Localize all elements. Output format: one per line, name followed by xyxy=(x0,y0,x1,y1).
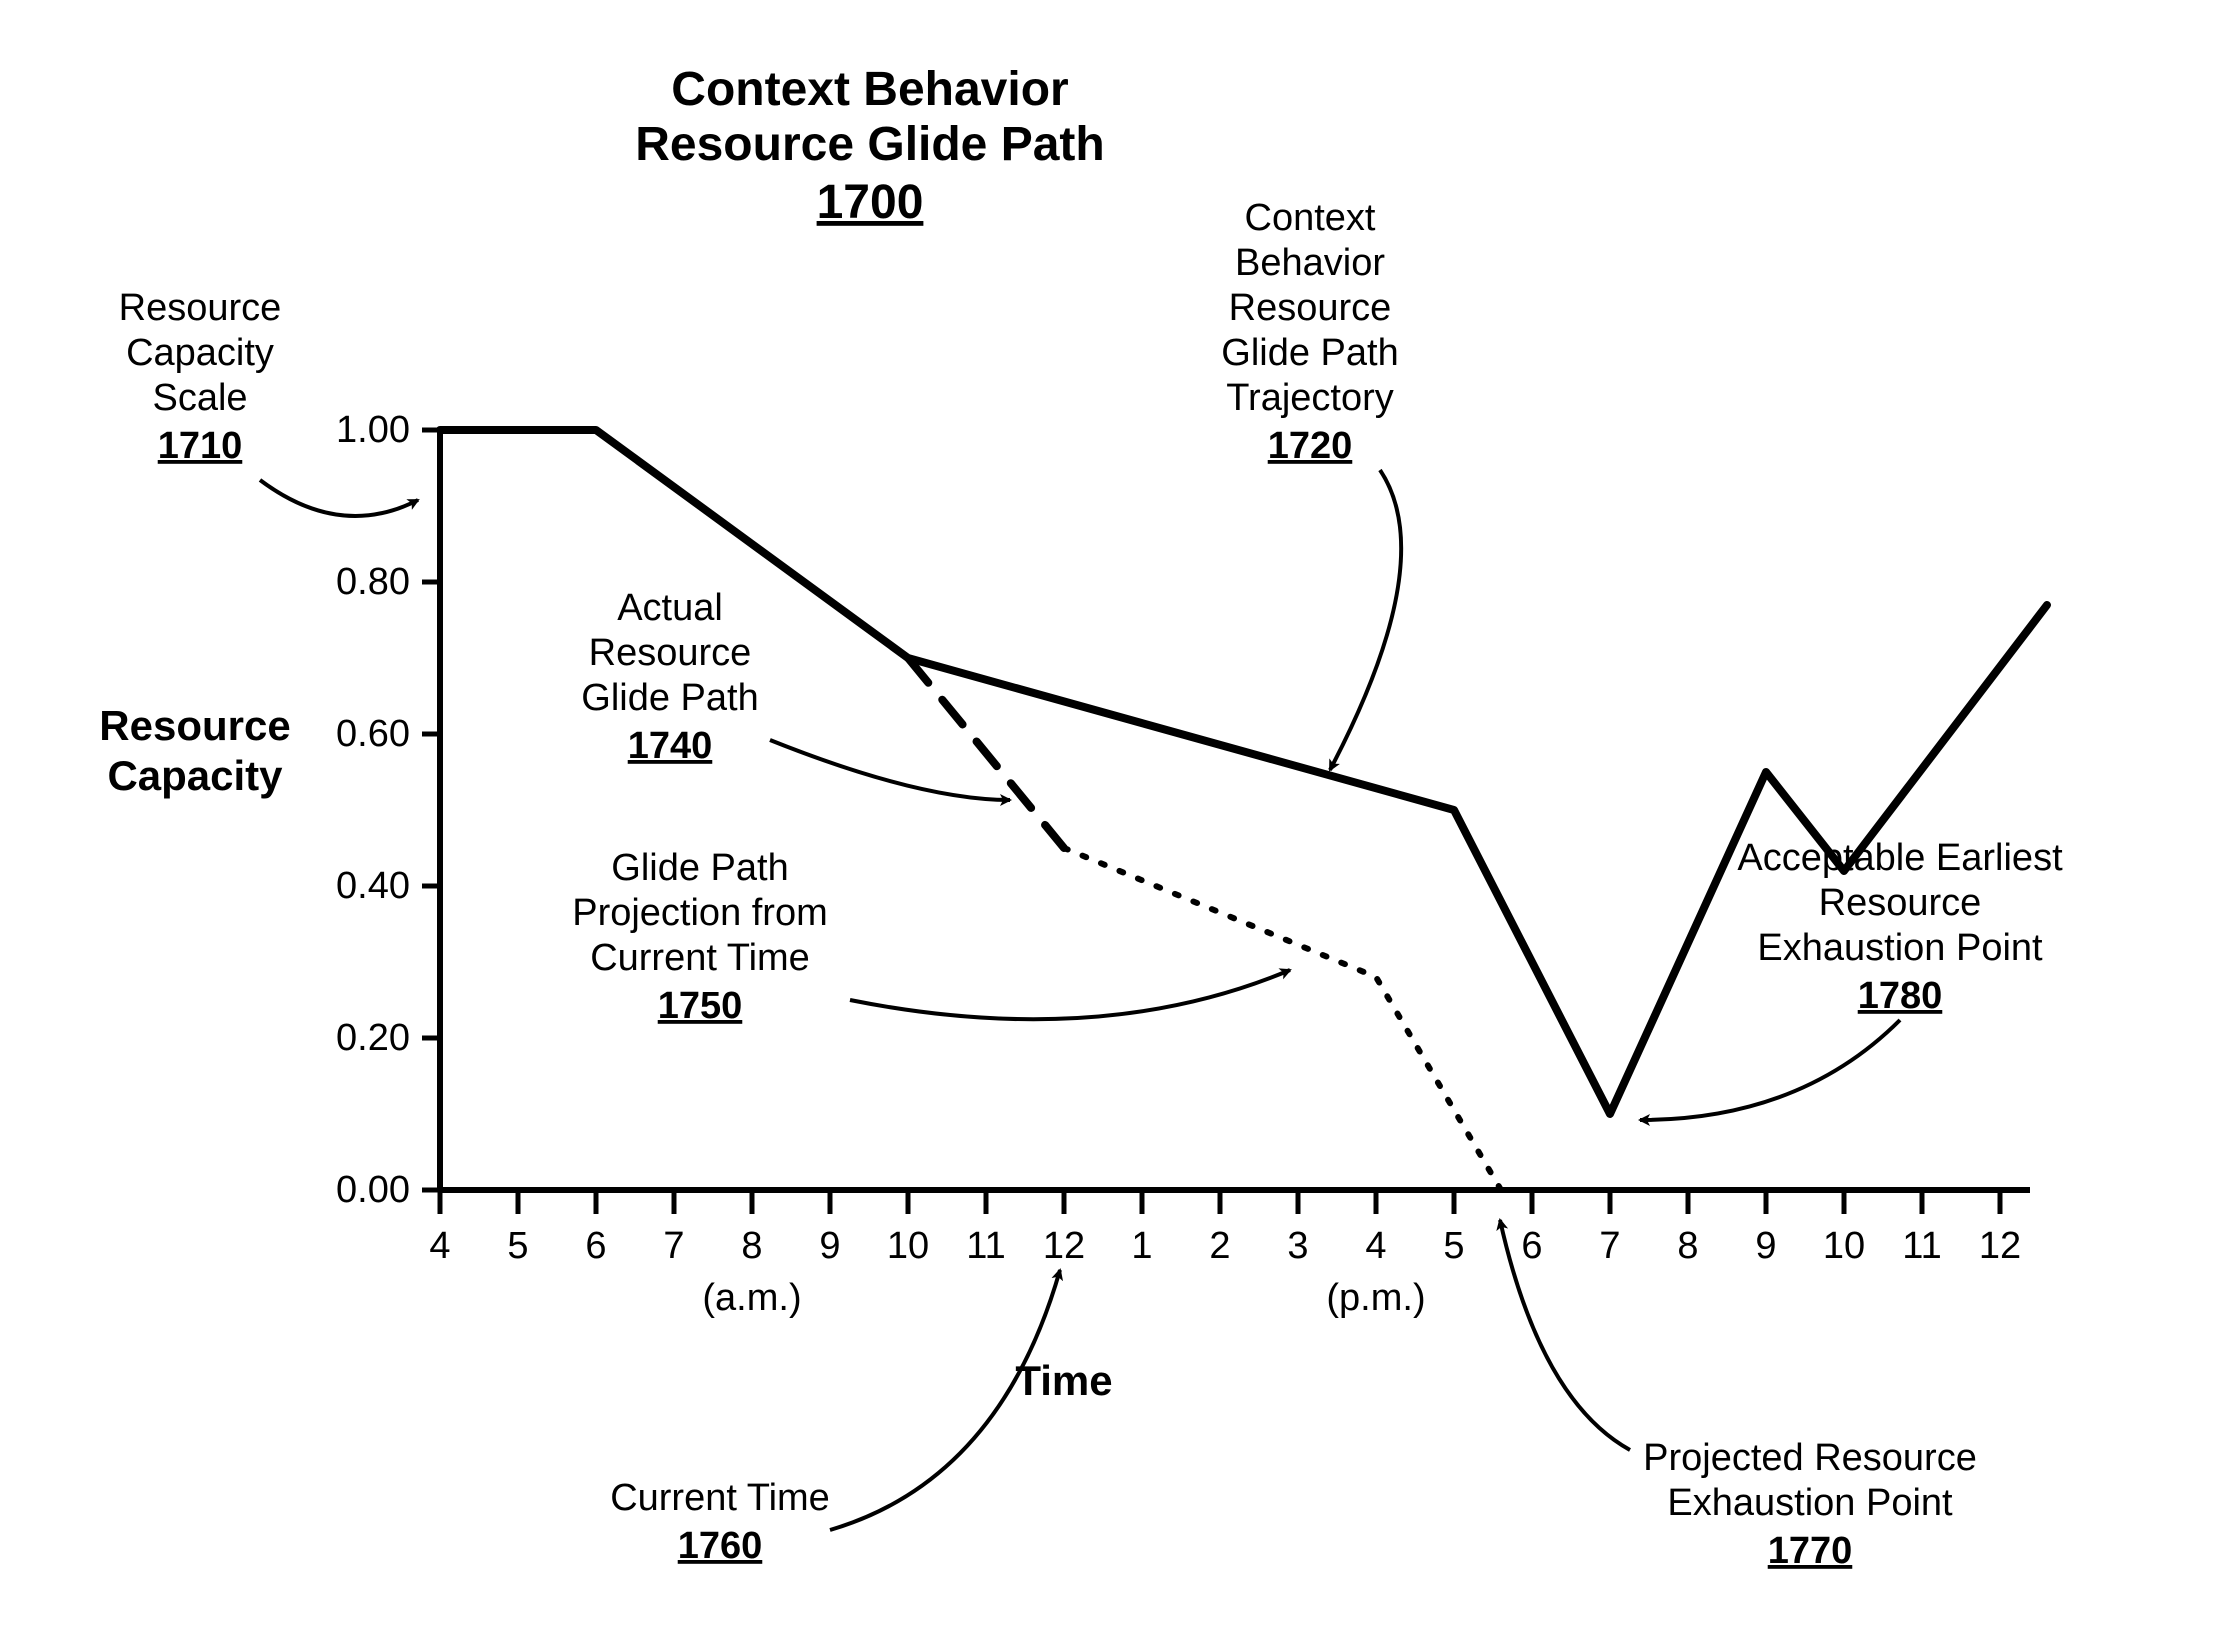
svg-text:Exhaustion Point: Exhaustion Point xyxy=(1667,1482,1953,1524)
svg-text:Glide Path: Glide Path xyxy=(581,677,758,719)
svg-text:1710: 1710 xyxy=(158,425,243,467)
svg-text:Current Time: Current Time xyxy=(610,1477,830,1519)
svg-text:1720: 1720 xyxy=(1268,425,1353,467)
annot-projected-exhaustion: Projected Resource Exhaustion Point 1770 xyxy=(1643,1437,1977,1572)
figure: Context Behavior Resource Glide Path 170… xyxy=(0,0,2228,1651)
y-ticks: 0.00 0.20 0.40 0.60 0.80 1.00 xyxy=(336,409,440,1211)
title-line-1: Context Behavior xyxy=(671,63,1068,116)
svg-text:Resource: Resource xyxy=(99,702,290,749)
xtick-8: 12 xyxy=(1043,1225,1085,1267)
annot-trajectory-arrow xyxy=(1330,470,1401,770)
svg-text:Resource: Resource xyxy=(1819,882,1982,924)
ytick-5: 1.00 xyxy=(336,409,410,451)
x-axis-label: Time xyxy=(1015,1357,1112,1404)
svg-text:Resource: Resource xyxy=(1229,287,1392,329)
ytick-2: 0.40 xyxy=(336,865,410,907)
y-axis-label: Resource Capacity xyxy=(99,702,290,799)
svg-text:Capacity: Capacity xyxy=(126,332,274,374)
svg-text:Current Time: Current Time xyxy=(590,937,810,979)
svg-text:Capacity: Capacity xyxy=(107,752,283,799)
xtick-3: 7 xyxy=(663,1225,684,1267)
xtick-1: 5 xyxy=(507,1225,528,1267)
xtick-15: 7 xyxy=(1599,1225,1620,1267)
xtick-20: 12 xyxy=(1979,1225,2021,1267)
svg-text:Glide Path: Glide Path xyxy=(1221,332,1398,374)
svg-text:Resource: Resource xyxy=(589,632,752,674)
xtick-17: 9 xyxy=(1755,1225,1776,1267)
ytick-0: 0.00 xyxy=(336,1169,410,1211)
svg-text:1750: 1750 xyxy=(658,985,743,1027)
svg-text:Context: Context xyxy=(1245,197,1376,239)
svg-text:Acceptable Earliest: Acceptable Earliest xyxy=(1737,837,2063,879)
svg-text:Projection from: Projection from xyxy=(572,892,828,934)
xtick-10: 2 xyxy=(1209,1225,1230,1267)
pm-label: (p.m.) xyxy=(1326,1277,1425,1319)
annot-actual: Actual Resource Glide Path 1740 xyxy=(581,587,758,767)
title-line-2: Resource Glide Path xyxy=(635,118,1104,171)
xtick-11: 3 xyxy=(1287,1225,1308,1267)
xtick-19: 11 xyxy=(1902,1225,1941,1267)
title-ref: 1700 xyxy=(817,176,924,229)
xtick-5: 9 xyxy=(819,1225,840,1267)
chart-title: Context Behavior Resource Glide Path 170… xyxy=(635,63,1104,229)
svg-text:Behavior: Behavior xyxy=(1235,242,1385,284)
annot-trajectory: Context Behavior Resource Glide Path Tra… xyxy=(1221,197,1398,467)
svg-text:1770: 1770 xyxy=(1768,1530,1853,1572)
annot-scale: Resource Capacity Scale 1710 xyxy=(119,287,282,467)
x-ticks: 4 5 6 7 8 9 10 11 12 1 2 3 4 5 6 7 8 9 1… xyxy=(429,1190,2021,1267)
svg-text:Scale: Scale xyxy=(152,377,247,419)
annot-scale-arrow xyxy=(260,480,418,516)
xtick-9: 1 xyxy=(1131,1225,1152,1267)
xtick-13: 5 xyxy=(1443,1225,1464,1267)
ytick-3: 0.60 xyxy=(336,713,410,755)
ytick-4: 0.80 xyxy=(336,561,410,603)
xtick-12: 4 xyxy=(1365,1225,1386,1267)
xtick-0: 4 xyxy=(429,1225,450,1267)
projection-line xyxy=(1064,848,1501,1190)
xtick-2: 6 xyxy=(585,1225,606,1267)
annot-projection-arrow xyxy=(850,970,1290,1019)
xtick-16: 8 xyxy=(1677,1225,1698,1267)
svg-text:1740: 1740 xyxy=(628,725,713,767)
svg-text:1780: 1780 xyxy=(1858,975,1943,1017)
annot-current-time: Current Time 1760 xyxy=(610,1477,830,1567)
xtick-18: 10 xyxy=(1823,1225,1865,1267)
svg-text:Trajectory: Trajectory xyxy=(1226,377,1394,419)
xtick-14: 6 xyxy=(1521,1225,1542,1267)
svg-text:1760: 1760 xyxy=(678,1525,763,1567)
xtick-4: 8 xyxy=(741,1225,762,1267)
svg-text:Resource: Resource xyxy=(119,287,282,329)
svg-text:Actual: Actual xyxy=(617,587,723,629)
actual-line xyxy=(908,658,1064,848)
svg-text:Glide Path: Glide Path xyxy=(611,847,788,889)
annot-acceptable-exhaustion: Acceptable Earliest Resource Exhaustion … xyxy=(1737,837,2063,1017)
annot-actual-arrow xyxy=(770,740,1010,800)
svg-text:Exhaustion Point: Exhaustion Point xyxy=(1757,927,2043,969)
svg-text:Projected Resource: Projected Resource xyxy=(1643,1437,1977,1479)
xtick-7: 11 xyxy=(966,1225,1005,1267)
am-label: (a.m.) xyxy=(702,1277,801,1319)
ytick-1: 0.20 xyxy=(336,1017,410,1059)
annot-projection: Glide Path Projection from Current Time … xyxy=(572,847,828,1027)
annot-acceptable-exhaustion-arrow xyxy=(1640,1020,1900,1120)
xtick-6: 10 xyxy=(887,1225,929,1267)
